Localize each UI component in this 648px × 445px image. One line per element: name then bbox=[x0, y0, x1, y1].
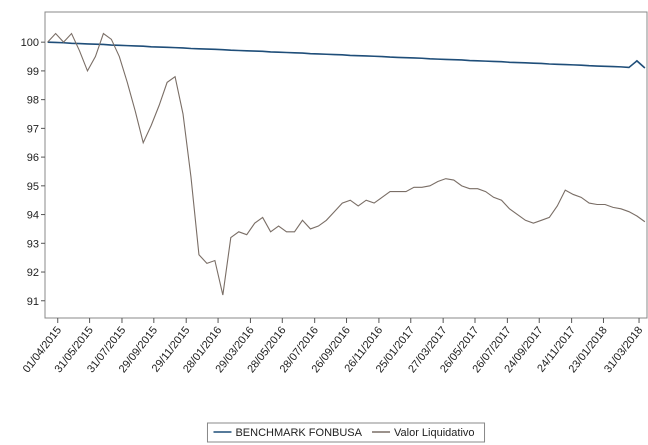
legend-frame bbox=[206, 422, 486, 443]
y-tick-label: 95 bbox=[27, 181, 39, 193]
y-tick-label: 97 bbox=[27, 123, 39, 135]
data-line bbox=[47, 41, 646, 69]
y-tick-label: 96 bbox=[27, 152, 39, 164]
y-tick-label: 98 bbox=[27, 95, 39, 107]
y-tick-label: 91 bbox=[27, 296, 39, 308]
y-tick-label: 92 bbox=[27, 267, 39, 279]
y-tick-label: 93 bbox=[27, 238, 39, 250]
plot-frame bbox=[44, 11, 648, 319]
y-tick-label: 94 bbox=[27, 210, 39, 222]
legend-label: Valor Liquidativo bbox=[394, 427, 475, 439]
legend: BENCHMARK FONBUSA Valor Liquidativo bbox=[206, 422, 486, 443]
legend-label: BENCHMARK FONBUSA bbox=[235, 427, 362, 439]
data-line bbox=[47, 32, 646, 296]
y-tick-label: 100 bbox=[21, 37, 39, 49]
y-tick-label: 99 bbox=[27, 66, 39, 78]
